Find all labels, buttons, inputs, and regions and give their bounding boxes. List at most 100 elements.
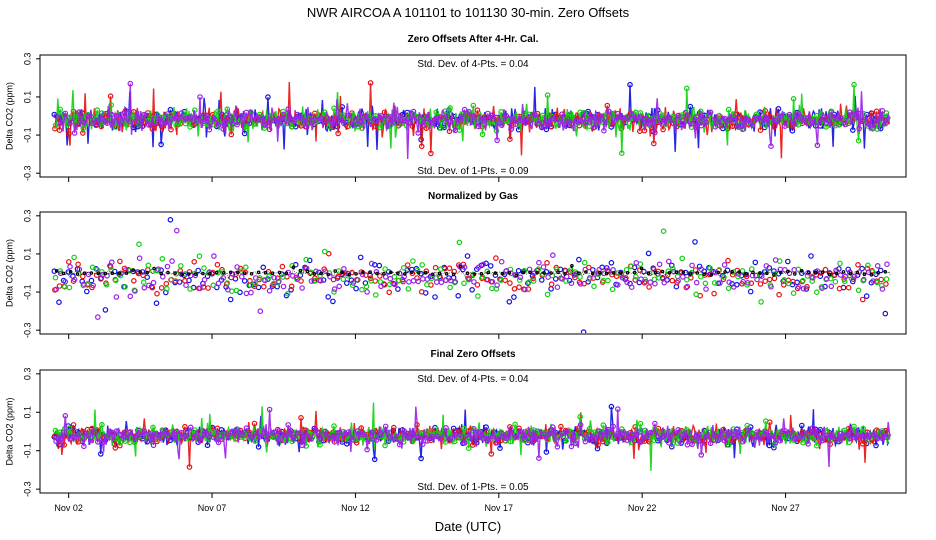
data-point	[68, 269, 73, 274]
data-point	[437, 125, 444, 132]
data-point	[503, 267, 510, 274]
data-point	[201, 265, 207, 271]
data-point	[461, 280, 467, 287]
data-point	[730, 114, 737, 121]
data-point	[400, 264, 407, 271]
data-point	[451, 272, 456, 277]
data-point	[758, 118, 765, 125]
data-point	[248, 110, 254, 116]
data-point	[340, 270, 344, 275]
data-point	[270, 271, 275, 276]
data-point	[693, 433, 700, 439]
data-point	[447, 435, 454, 441]
data-point	[409, 270, 414, 275]
data-point	[740, 438, 746, 445]
data-point	[257, 308, 264, 315]
data-point	[517, 428, 524, 435]
data-point	[576, 256, 582, 263]
plot-frame	[39, 211, 907, 335]
data-point	[331, 286, 338, 292]
data-point	[883, 276, 890, 282]
data-point	[317, 115, 324, 122]
data-point	[164, 285, 170, 292]
data-point	[368, 260, 375, 267]
data-point	[377, 124, 384, 131]
data-point	[136, 434, 143, 441]
data-point	[669, 277, 676, 284]
data-point	[266, 406, 273, 413]
data-point	[65, 269, 72, 275]
data-point	[350, 437, 357, 443]
data-point	[661, 116, 668, 123]
data-point	[862, 272, 867, 277]
data-point	[303, 432, 310, 439]
data-point	[681, 270, 686, 275]
data-point	[605, 426, 612, 433]
data-point	[201, 118, 208, 124]
data-point	[437, 271, 442, 276]
data-point	[251, 420, 258, 427]
data-point	[150, 279, 157, 286]
data-point	[57, 435, 64, 442]
data-point	[497, 445, 503, 452]
data-point	[535, 270, 539, 275]
data-point	[498, 258, 505, 265]
data-point	[778, 270, 783, 275]
data-point	[308, 278, 315, 284]
data-point	[265, 276, 271, 282]
data-point	[873, 442, 879, 449]
data-point	[744, 117, 751, 124]
data-point	[684, 283, 691, 290]
data-point	[823, 120, 830, 126]
data-point	[869, 272, 874, 277]
data-point	[201, 271, 205, 276]
data-point	[173, 122, 180, 129]
data-point	[859, 296, 866, 303]
data-point	[627, 81, 633, 88]
data-point	[707, 440, 714, 447]
data-point	[262, 121, 268, 128]
data-point	[392, 119, 398, 125]
data-point	[697, 273, 704, 280]
data-point	[675, 278, 681, 284]
data-point	[711, 290, 717, 297]
data-point	[809, 274, 816, 281]
data-point	[382, 423, 389, 430]
data-point	[737, 270, 741, 274]
data-point	[528, 270, 532, 275]
data-point	[638, 439, 644, 445]
data-point	[461, 440, 468, 446]
data-point	[832, 278, 839, 285]
data-point	[169, 116, 175, 122]
data-point	[544, 259, 550, 266]
data-point	[754, 116, 760, 122]
data-point	[343, 280, 350, 286]
data-point	[768, 143, 774, 150]
data-point	[94, 107, 101, 113]
data-point	[642, 115, 649, 122]
data-point	[765, 271, 769, 276]
data-point	[146, 430, 152, 437]
data-point	[141, 284, 148, 291]
data-point	[234, 121, 240, 128]
data-point	[782, 266, 788, 273]
data-point	[80, 273, 86, 280]
data-point	[163, 280, 170, 287]
data-point	[549, 271, 553, 275]
data-point	[294, 430, 301, 436]
data-point	[317, 435, 324, 442]
data-point	[66, 131, 72, 137]
data-point	[484, 276, 491, 283]
data-point	[373, 117, 380, 124]
data-point	[197, 437, 203, 444]
data-point	[665, 258, 672, 265]
data-point	[689, 262, 695, 269]
data-point	[257, 114, 264, 121]
data-point	[168, 126, 174, 133]
data-point	[665, 114, 672, 121]
data-point	[465, 271, 470, 276]
data-point	[197, 285, 203, 292]
data-point	[71, 254, 77, 261]
data-point	[850, 276, 857, 283]
data-point	[841, 270, 846, 274]
